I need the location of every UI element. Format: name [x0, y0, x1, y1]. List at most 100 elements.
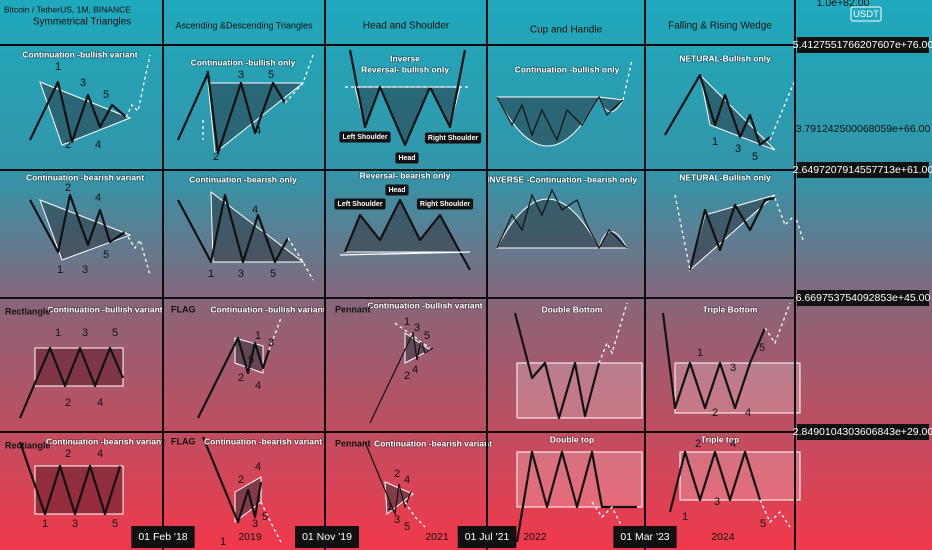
- pattern-title: Double top: [550, 434, 594, 444]
- pattern-title: Continuation -bullish only: [191, 57, 296, 67]
- pattern-shape: [177, 193, 289, 264]
- wave-number: 2: [238, 474, 244, 486]
- pattern-tag: Pennant: [335, 304, 371, 314]
- pattern-drawing: [364, 441, 426, 528]
- pattern-drawing: [345, 49, 470, 147]
- column-title: Head and Shoulder: [363, 21, 450, 32]
- pattern-title: Continuation -bearish only: [189, 174, 297, 184]
- wave-number: 1: [42, 518, 48, 530]
- wave-number: 1: [682, 511, 688, 523]
- time-label-box: [457, 526, 517, 548]
- pattern-shape: [513, 312, 601, 420]
- pattern-shape: [661, 312, 767, 410]
- pattern-drawing: [369, 322, 434, 424]
- pattern-drawing: [496, 188, 628, 250]
- pattern-cell: Continuation -bullish only 1 3 5 2 4: [176, 54, 314, 163]
- pattern-shape: [39, 199, 132, 261]
- pattern-shape: [18, 346, 125, 419]
- price-label-box: [797, 162, 929, 178]
- time-label: 2022: [523, 531, 547, 543]
- wave-number: 5: [112, 327, 118, 339]
- pattern-shape: [394, 322, 431, 349]
- pattern-shape: [688, 196, 776, 271]
- wave-number: 1: [55, 327, 61, 339]
- pattern-shape: [201, 436, 263, 524]
- price-label: 3.791242500068059e+66.00: [796, 123, 931, 135]
- pattern-shape: [287, 237, 314, 281]
- time-label-box: [613, 526, 677, 548]
- wave-number: 1: [208, 268, 214, 280]
- pattern-drawing: [18, 346, 125, 419]
- time-label: 01 Feb '18: [138, 531, 187, 543]
- wave-number: 2: [695, 438, 701, 450]
- pattern-title: Continuation -bearish variant: [204, 436, 322, 446]
- pattern-cell: Triple Bottom 1 3 5 2 4: [661, 302, 801, 419]
- wave-number: 5: [270, 268, 276, 280]
- wave-number: 1: [55, 61, 61, 73]
- pattern-shape: [668, 450, 762, 513]
- pattern-cell: Continuation -bullish only: [496, 59, 633, 147]
- pattern-title: Triple Bottom: [703, 304, 758, 314]
- pattern-cell: Reversal- bearish only Left Shoulder Head R…: [334, 170, 474, 271]
- pattern-shape: [679, 451, 801, 501]
- wave-number: 3: [238, 268, 244, 280]
- wave-number: 4: [255, 125, 261, 137]
- pattern-drawing: [674, 194, 804, 272]
- pattern-title: Reversal- bearish only: [360, 170, 451, 180]
- pattern-cell: Continuation -bearish variant FLAG 24 1 35: [171, 436, 323, 548]
- wave-number: 5: [760, 518, 766, 530]
- wave-number: 1: [404, 316, 410, 328]
- time-label: 01 Nov '19: [302, 531, 352, 543]
- pattern-shape: [29, 80, 127, 144]
- pattern-cell: INVERSE -Continuation -bearish only: [486, 174, 638, 250]
- price-label: 1.0e+82.00: [817, 0, 870, 9]
- pattern-drawing: [29, 54, 151, 146]
- wave-number: 2: [65, 397, 71, 409]
- wave-number: 5: [759, 342, 765, 354]
- wave-number: 3: [414, 322, 420, 334]
- wave-number: 4: [252, 204, 258, 216]
- pattern-shape: [369, 330, 434, 424]
- wave-number: 1: [57, 264, 63, 276]
- note-box: [334, 198, 386, 210]
- pattern-tag: Rectiangle: [5, 306, 51, 316]
- wave-number: 3: [268, 337, 274, 349]
- pattern-shape: [284, 54, 314, 104]
- pattern-title: Continuation -bullish variant: [367, 300, 482, 310]
- currency-button[interactable]: [850, 6, 882, 22]
- wave-number: 4: [95, 139, 101, 151]
- pattern-drawing: [668, 450, 801, 528]
- pattern-title: Inverse: [390, 53, 420, 63]
- wave-number: 4: [97, 448, 103, 460]
- price-label: 6.669753754092853e+45.00: [796, 292, 931, 304]
- currency-label: USDT: [853, 9, 879, 20]
- pattern-cell: Continuation -bearish only 4 1 3 5: [177, 174, 314, 281]
- pattern-drawing: [496, 59, 633, 147]
- column-title: Symmetrical Triangles: [33, 17, 131, 28]
- note-label: Left Shoulder: [342, 134, 387, 141]
- pattern-title: Continuation -bullish variant: [47, 304, 162, 314]
- wave-number: 3: [80, 77, 86, 89]
- wave-number: 3: [730, 362, 736, 374]
- pattern-cell: NETURAL-Bullish only: [674, 172, 804, 272]
- pattern-title: Continuation -bearish variant: [46, 436, 164, 446]
- wave-number: 3: [252, 518, 258, 530]
- pattern-title: Continuation -bullish variant: [22, 49, 137, 59]
- wave-number: 1: [387, 501, 393, 513]
- price-label-box: [797, 37, 929, 53]
- pattern-shape: [759, 499, 791, 528]
- time-label-box: [295, 526, 359, 548]
- pattern-subtitle: Reversal- bullish only: [361, 64, 449, 74]
- pattern-shape: [348, 49, 467, 147]
- wave-number: 5: [103, 249, 109, 261]
- wave-number: 4: [404, 474, 410, 486]
- wave-number: 1: [205, 69, 211, 81]
- pattern-title: NETURAL-Bullish only: [679, 53, 771, 63]
- price-label: 5.4127551766207607e+76.00: [793, 39, 932, 51]
